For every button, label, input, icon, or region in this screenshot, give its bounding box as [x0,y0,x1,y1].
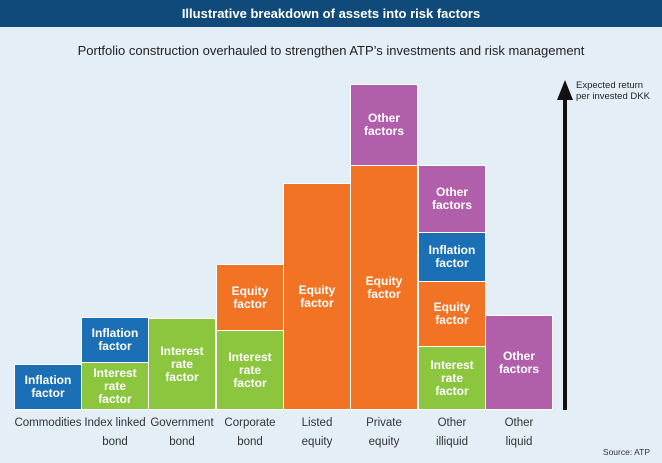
label-other-liquid: Other liquid [504,417,534,448]
return-axis-line [563,97,567,410]
illiquid-interest-block: Interest rate factor [418,346,486,410]
label-index-linked-bond: Index linked bond [84,417,146,448]
private-other-block: Other factors [350,84,418,166]
illiquid-inflation-block: Inflation factor [418,232,486,282]
index-linked-interest-block: Interest rate factor [81,362,149,410]
commodities-inflation-block: Inflation factor [14,364,82,410]
corporate-equity-block: Equity factor [216,264,284,331]
government-interest-block: Interest rate factor [148,318,216,410]
arrow-up-icon [557,80,573,100]
index-linked-inflation-block: Inflation factor [81,317,149,363]
listed-equity-block: Equity factor [283,183,351,410]
return-axis-label: Expected return per invested DKK [576,80,650,102]
illiquid-other-block: Other factors [418,165,486,233]
label-listed-equity: Listed equity [301,417,333,448]
diagram-subtitle: Portfolio construction overhauled to str… [77,43,585,58]
private-equity-block: Equity factor [350,165,418,410]
label-commodities: Commodities [14,417,82,429]
source-note: Source: ATP [602,447,650,457]
label-private-equity: Private equity [366,417,402,448]
diagram-title: Illustrative breakdown of assets into ri… [181,6,481,21]
label-corporate-bond: Corporate bond [224,417,276,448]
illiquid-equity-block: Equity factor [418,281,486,347]
label-other-illiquid: Other illiquid [436,417,468,448]
title-bar: Illustrative breakdown of assets into ri… [0,0,662,27]
liquid-other-block: Other factors [485,315,553,410]
corporate-interest-block: Interest rate factor [216,330,284,410]
label-government-bond: Government bond [150,417,214,448]
